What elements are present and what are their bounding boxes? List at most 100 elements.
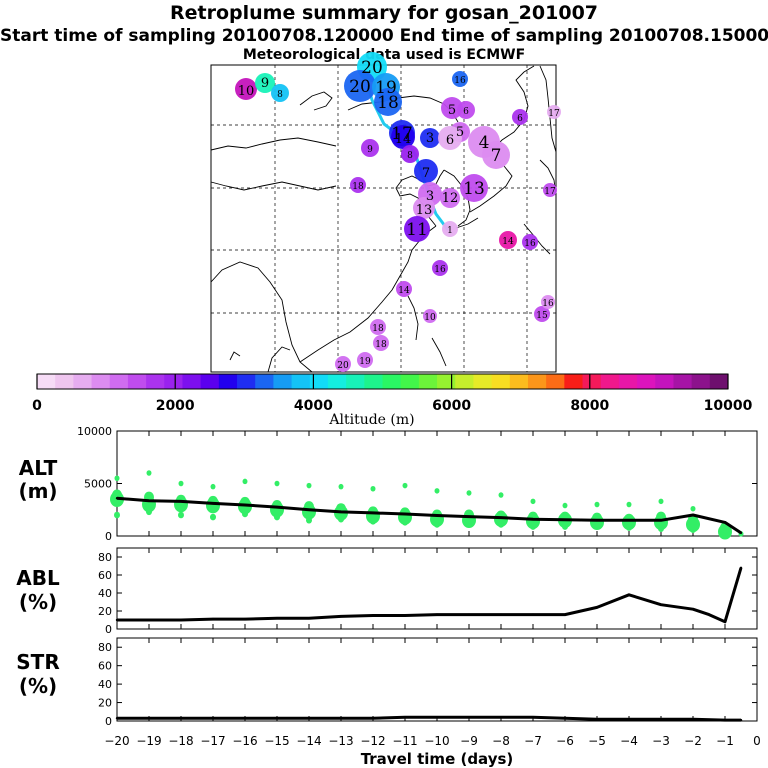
x-tick-label: −10: [424, 734, 449, 748]
series-point: [723, 620, 727, 623]
trajectory-cluster: [414, 159, 438, 183]
trajectory-cluster: [438, 126, 462, 150]
colorbar-swatch: [55, 374, 74, 389]
colorbar-swatch: [346, 374, 365, 389]
series-point: [179, 500, 183, 503]
colorbar-swatch: [218, 374, 238, 389]
trajectory-cluster: [373, 335, 389, 351]
series-point: [499, 613, 503, 616]
colorbar-swatch: [709, 374, 729, 389]
series-point: [275, 617, 279, 620]
trajectory-day-label: 14: [395, 132, 412, 147]
x-tick-label: −15: [264, 734, 289, 748]
trajectory-day-label: 8: [277, 90, 283, 100]
trajectory-cluster: [335, 356, 351, 372]
series-point: [275, 717, 279, 720]
altitude-spread-point: [242, 478, 248, 485]
trajectory-cluster: [413, 197, 435, 219]
panel-alt: 0 5000 10000: [77, 425, 758, 543]
trajectory-day-label: 9: [261, 76, 269, 91]
colorbar-swatch: [473, 374, 493, 389]
series-point: [243, 503, 247, 507]
colorbar-swatch: [182, 374, 202, 389]
altitude-spread-point: [274, 513, 280, 521]
altitude-spread-point: [434, 521, 440, 528]
colorbar-tick-label: 0: [32, 398, 42, 414]
series-point: [147, 717, 151, 720]
colorbar-swatch: [455, 374, 474, 389]
y-tick-label: 60: [98, 569, 112, 582]
panel-frame: [116, 637, 758, 722]
colorbar-tick-label: 10000: [704, 398, 753, 414]
trajectory-cluster: [420, 128, 440, 148]
colorbar-swatch: [109, 374, 129, 389]
str-label-bottom: (%): [19, 674, 57, 698]
series-point: [467, 515, 471, 518]
altitude-spread-point: [626, 524, 632, 531]
y-tick-label: 0: [105, 530, 112, 543]
trajectory-day-label: 10: [424, 313, 436, 323]
x-tick-label: −7: [524, 734, 542, 748]
colorbar-swatch: [600, 374, 620, 389]
colorbar-swatch: [146, 374, 165, 389]
trajectory-cluster: [482, 141, 510, 169]
altitude-spread-point: [210, 513, 216, 521]
series-point: [499, 716, 503, 719]
series-point: [531, 613, 535, 616]
trajectory-cluster: [374, 88, 402, 116]
series-point: [435, 514, 439, 517]
trajectory-day-label: 9: [367, 145, 373, 155]
colorbar-swatch: [491, 374, 511, 389]
series-point: [739, 566, 743, 569]
x-tick-label: −18: [168, 734, 193, 748]
altitude-spread-point: [498, 521, 504, 528]
trajectory-cluster: [499, 231, 517, 249]
series-point: [371, 614, 375, 617]
series-point: [691, 513, 695, 517]
series-point: [147, 618, 151, 622]
trajectory-cluster: [255, 73, 275, 93]
chart-title: Retroplume summary for gosan_201007: [169, 2, 599, 24]
trajectory-cluster: [401, 145, 419, 163]
altitude-spread-point: [626, 501, 632, 508]
altitude-spread-point: [338, 483, 344, 490]
series-point: [211, 717, 215, 720]
str-label-top: STR: [16, 650, 59, 674]
series-point: [595, 717, 599, 721]
trajectory-day-label: 17: [544, 187, 556, 197]
colorbar-tick-label: 6000: [432, 398, 471, 414]
trajectory-day-label: 17: [391, 124, 413, 144]
x-tick-label: −3: [652, 734, 670, 748]
trajectory-cluster: [460, 174, 488, 202]
x-tick-label: −19: [136, 734, 161, 748]
series-point: [467, 613, 471, 616]
trajectory-cluster: [522, 234, 538, 250]
colorbar-swatch: [364, 374, 383, 389]
colorbar-swatch: [509, 374, 529, 389]
series-point: [339, 510, 343, 514]
altitude-spread-point: [114, 511, 120, 519]
trajectory-day-label: 13: [463, 179, 485, 199]
y-tick-label: 60: [98, 660, 112, 673]
series-point: [307, 508, 311, 511]
series-point: [531, 716, 535, 719]
trajectory-cluster: [404, 216, 430, 242]
y-tick-label: 10000: [77, 425, 112, 438]
x-tick-label: −16: [232, 734, 257, 748]
series-point: [243, 717, 247, 720]
altitude-spread-point: [178, 480, 184, 487]
series-point: [531, 518, 535, 521]
trajectory-day-label: 18: [375, 340, 387, 350]
y-tick-label: 5000: [84, 478, 112, 491]
trajectory-cluster: [350, 177, 366, 193]
trajectory-day-label: 3: [426, 131, 434, 146]
colorbar-swatch: [273, 374, 293, 389]
series-point: [627, 593, 631, 596]
trajectory-day-label: 3: [426, 189, 434, 204]
trajectory-day-label: 15: [536, 311, 548, 321]
series-point: [739, 531, 743, 535]
trajectory-day-label: 12: [442, 191, 459, 206]
x-tick-label: −2: [684, 734, 702, 748]
altitude-spread-point: [178, 511, 184, 519]
trajectory-day-label: 5: [448, 103, 456, 118]
